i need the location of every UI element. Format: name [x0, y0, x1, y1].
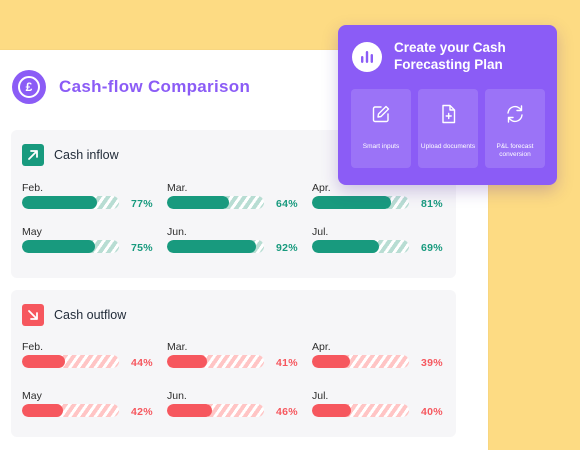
progress-bar — [312, 240, 409, 253]
inflow-apr: Apr. 81% — [312, 182, 447, 210]
progress-fill — [312, 355, 350, 368]
cash-inflow-label: Cash inflow — [54, 148, 119, 162]
month-label: Apr. — [312, 182, 331, 194]
forecasting-plan-card[interactable]: Create your Cash Forecasting Plan Smart … — [338, 25, 557, 185]
percent-value: 92% — [276, 242, 298, 254]
arrow-up-right-icon — [22, 144, 44, 166]
progress-bar — [312, 404, 409, 417]
month-label: May — [22, 390, 42, 402]
progress-fill — [22, 240, 95, 253]
inflow-may: May 75% — [22, 226, 157, 254]
percent-value: 39% — [421, 357, 443, 369]
tile-label: Smart inputs — [362, 143, 400, 150]
percent-value: 40% — [421, 406, 443, 418]
month-label: Feb. — [22, 182, 44, 194]
cash-outflow-panel: Cash outflow Feb. 44% Mar. 41% Apr. 39% … — [11, 290, 456, 437]
cash-outflow-label: Cash outflow — [54, 308, 127, 322]
percent-value: 77% — [131, 198, 153, 210]
progress-bar — [312, 355, 409, 368]
inflow-feb: Feb. 77% — [22, 182, 157, 210]
progress-bar — [22, 240, 119, 253]
cash-inflow-header: Cash inflow — [22, 144, 119, 166]
tile-label: P&L forecast conversion — [496, 143, 534, 158]
month-label: Apr. — [312, 341, 331, 353]
outflow-may: May 42% — [22, 390, 157, 418]
month-label: Jul. — [312, 226, 329, 238]
pound-icon: £ — [12, 70, 46, 104]
percent-value: 42% — [131, 406, 153, 418]
month-label: Mar. — [167, 341, 188, 353]
bar-chart-icon — [352, 42, 382, 72]
progress-fill — [312, 240, 379, 253]
tile-pl-forecast-conversion[interactable]: P&L forecast conversion — [485, 89, 545, 168]
progress-fill — [312, 196, 391, 209]
progress-fill — [22, 196, 97, 209]
progress-bar — [167, 196, 264, 209]
month-label: Feb. — [22, 341, 44, 353]
month-label: Jun. — [167, 390, 187, 402]
progress-fill — [167, 240, 257, 253]
percent-value: 44% — [131, 357, 153, 369]
progress-fill — [167, 196, 230, 209]
progress-bar — [312, 196, 409, 209]
progress-fill — [167, 404, 212, 417]
tile-upload-documents[interactable]: Upload documents — [418, 89, 478, 168]
progress-fill — [167, 355, 207, 368]
progress-bar — [22, 355, 119, 368]
page-title: Cash-flow Comparison — [59, 77, 251, 96]
progress-fill — [312, 404, 351, 417]
inflow-mar: Mar. 64% — [167, 182, 302, 210]
progress-bar — [167, 404, 264, 417]
inflow-jul: Jul. 69% — [312, 226, 447, 254]
percent-value: 69% — [421, 242, 443, 254]
percent-value: 81% — [421, 198, 443, 210]
plan-title: Create your Cash Forecasting Plan — [394, 40, 506, 72]
progress-bar — [22, 196, 119, 209]
percent-value: 46% — [276, 406, 298, 418]
percent-value: 75% — [131, 242, 153, 254]
outflow-feb: Feb. 44% — [22, 341, 157, 369]
progress-bar — [167, 240, 264, 253]
percent-value: 64% — [276, 198, 298, 210]
month-label: May — [22, 226, 42, 238]
outflow-apr: Apr. 39% — [312, 341, 447, 369]
progress-fill — [22, 355, 65, 368]
month-label: Jun. — [167, 226, 187, 238]
tile-label: Upload documents — [420, 143, 476, 150]
month-label: Jul. — [312, 390, 329, 402]
outflow-jun: Jun. 46% — [167, 390, 302, 418]
inflow-jun: Jun. 92% — [167, 226, 302, 254]
progress-bar — [167, 355, 264, 368]
tile-smart-inputs[interactable]: Smart inputs — [351, 89, 411, 168]
progress-bar — [22, 404, 119, 417]
outflow-mar: Mar. 41% — [167, 341, 302, 369]
progress-fill — [22, 404, 63, 417]
refresh-icon — [507, 105, 523, 123]
edit-icon — [372, 105, 390, 123]
file-plus-icon — [442, 104, 456, 124]
outflow-jul: Jul. 40% — [312, 390, 447, 418]
cash-outflow-header: Cash outflow — [22, 304, 126, 326]
card-header: £ Cash-flow Comparison — [12, 70, 250, 104]
arrow-down-right-icon — [22, 304, 44, 326]
month-label: Mar. — [167, 182, 188, 194]
percent-value: 41% — [276, 357, 298, 369]
